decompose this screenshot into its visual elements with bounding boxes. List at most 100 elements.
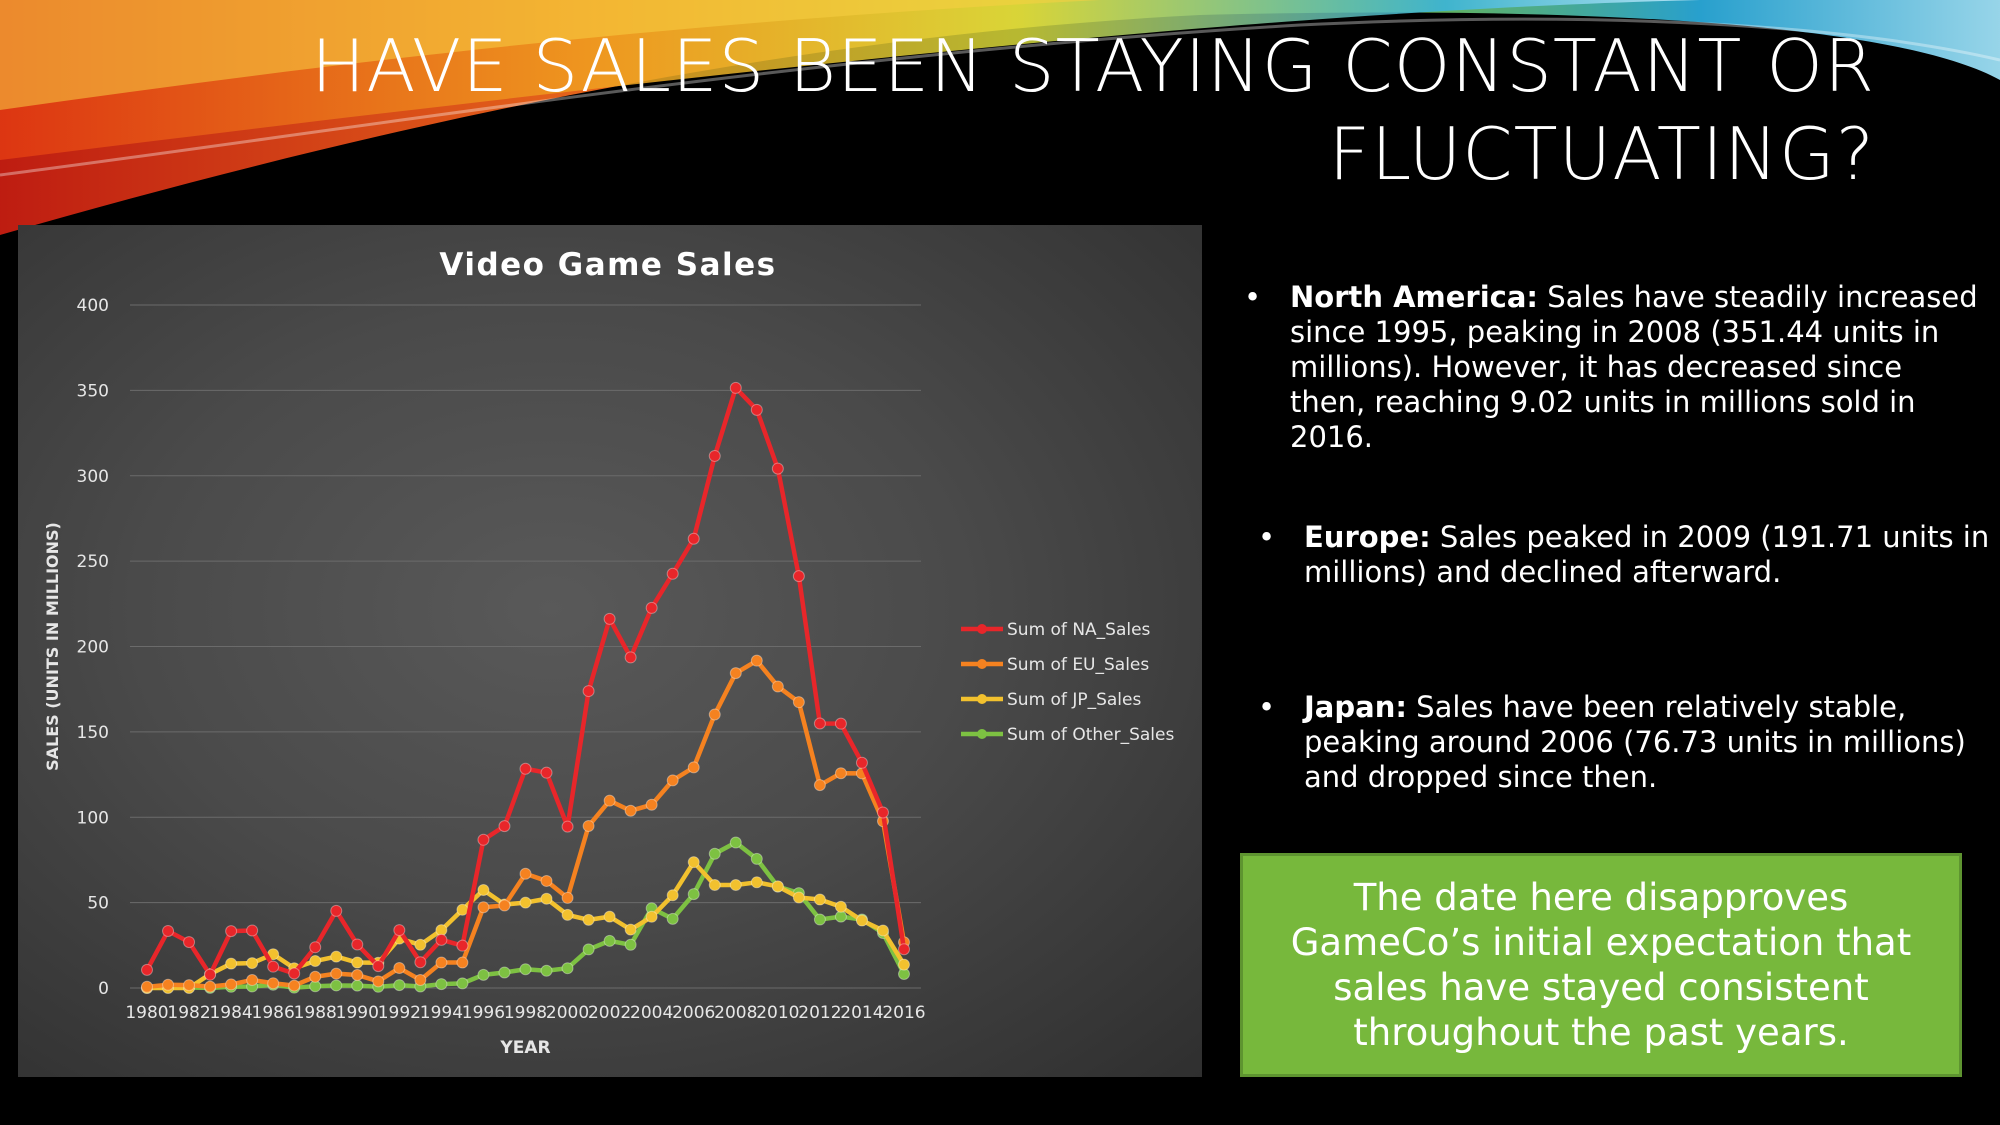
data-point [876,806,889,819]
data-point [898,958,910,971]
data-point [708,449,721,462]
data-point [540,964,553,977]
data-point [855,756,868,769]
x-axis-label: YEAR [499,1038,550,1058]
data-point [834,717,847,730]
data-point [309,955,322,968]
data-point [813,893,826,906]
data-point [582,913,595,926]
data-point [876,924,889,937]
data-point [246,924,259,937]
data-point [309,970,322,983]
data-point [477,833,490,846]
data-point [540,874,553,887]
x-tick-label: 2006 [672,1003,715,1023]
data-point [687,532,700,545]
y-tick-label: 350 [77,381,109,401]
data-point [330,904,343,917]
data-point [561,891,574,904]
data-point [813,913,826,926]
data-point [393,979,406,992]
bullet-text: Sales have steadily increased since 1995… [1290,280,1978,454]
data-point [624,923,637,936]
slide-title: HAVE SALES BEEN STAYING CONSTANT OR FLUC… [311,24,1875,196]
legend-label: Sum of NA_Sales [1007,620,1151,640]
data-point [792,891,805,904]
x-tick-label: 2000 [546,1003,589,1023]
x-tick-label: 1992 [378,1003,421,1023]
bullet-label: Europe: [1304,520,1431,554]
data-point [288,979,301,992]
data-point [687,888,700,901]
data-point [351,979,364,992]
data-point [351,938,364,951]
x-tick-label: 2012 [798,1003,841,1023]
data-point [372,975,385,988]
x-tick-label: 2010 [756,1003,799,1023]
bullet-north-america: • North America: Sales have steadily incr… [1240,280,1980,455]
data-point [162,978,175,991]
data-point [687,856,700,869]
data-point [225,978,238,991]
data-point [750,403,763,416]
data-point [603,612,616,625]
data-point [393,962,406,975]
data-point [582,819,595,832]
data-point [624,651,637,664]
data-point [372,960,385,973]
decorative-swoosh [0,0,2000,235]
data-point [603,910,616,923]
data-point [771,462,784,475]
y-tick-label: 100 [77,808,109,828]
data-point [666,912,679,925]
data-point [225,957,238,970]
legend-label: Sum of EU_Sales [1007,655,1149,675]
x-tick-label: 1982 [167,1003,210,1023]
x-tick-label: 2008 [714,1003,757,1023]
data-point [645,910,658,923]
bullet-japan: • Japan: Sales have been relatively stabl… [1254,690,1994,795]
data-point [771,680,784,693]
data-point [477,883,490,896]
data-point [666,567,679,580]
legend-swatch-marker [977,694,987,704]
data-point [477,968,490,981]
data-point [456,977,469,990]
y-tick-label: 400 [77,296,109,316]
data-point [645,601,658,614]
data-point [834,767,847,780]
x-tick-label: 2004 [630,1003,673,1023]
legend-swatch-marker [977,659,987,669]
data-point [708,879,721,892]
x-tick-label: 1990 [336,1003,379,1023]
data-point [666,774,679,787]
y-tick-label: 50 [87,894,109,914]
data-point [561,962,574,975]
x-tick-label: 1996 [462,1003,505,1023]
data-point [456,939,469,952]
data-point [330,979,343,992]
bullet-label: Japan: [1304,690,1407,724]
data-point [771,880,784,893]
y-tick-label: 200 [77,638,109,658]
data-point [729,667,742,680]
data-point [708,847,721,860]
data-point [624,938,637,951]
x-tick-label: 1988 [294,1003,337,1023]
data-point [351,969,364,982]
x-tick-label: 1984 [209,1003,252,1023]
data-point [729,836,742,849]
data-point [141,980,153,993]
y-tick-label: 150 [77,723,109,743]
data-point [729,381,742,394]
data-point [477,901,490,914]
data-point [687,761,700,774]
data-point [519,867,532,880]
data-point [645,798,658,811]
y-tick-label: 0 [98,979,109,999]
bullet-text: Sales peaked in 2009 (191.71 units in mi… [1304,520,1990,589]
legend-swatch-marker [977,624,987,634]
data-point [540,766,553,779]
data-point [393,924,406,937]
data-point [204,968,217,981]
